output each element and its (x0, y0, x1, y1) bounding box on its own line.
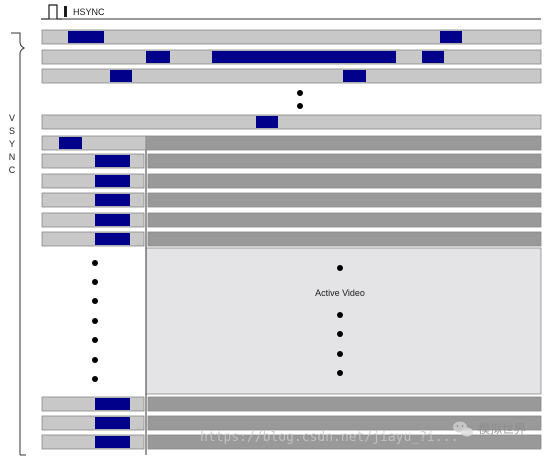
vsync-letter-n: N (9, 152, 16, 162)
first-active-line (41, 135, 542, 151)
active-segment (147, 153, 542, 169)
hsync-header: HSYNC (41, 4, 541, 20)
sync-pulse (212, 51, 396, 63)
vertical-blanking-lines (41, 29, 542, 130)
sync-pulse (110, 70, 132, 82)
ellipsis-dot (92, 279, 98, 285)
ellipsis-dot (92, 318, 98, 324)
active-video-area (145, 247, 542, 395)
active-line-group-top (41, 153, 542, 247)
ellipsis-dot (337, 351, 343, 357)
sync-pulse (68, 31, 104, 43)
hblank-segment (41, 135, 147, 151)
ellipsis-dot (297, 90, 303, 96)
vsync-bracket (11, 32, 26, 456)
sync-pulse (95, 417, 130, 429)
sync-pulse (146, 51, 170, 63)
ellipsis-dot (92, 357, 98, 363)
active-segment (147, 173, 542, 189)
sync-pulse (95, 155, 130, 167)
active-segment (147, 231, 542, 247)
ellipsis-dot (337, 312, 343, 318)
left-ellipsis (92, 260, 98, 382)
ellipsis-dot (92, 260, 98, 266)
sync-pulse (95, 436, 130, 448)
blank-line (41, 114, 542, 130)
sync-pulse (95, 398, 130, 410)
ellipsis-dot (297, 103, 303, 109)
active-video-region: Active Video (41, 135, 542, 455)
ellipsis-dot (92, 298, 98, 304)
blank-line (41, 29, 542, 45)
center-ellipsis (337, 312, 343, 376)
sync-pulse (440, 31, 462, 43)
hsync-pulse-marker (64, 6, 67, 17)
active-segment (147, 192, 542, 208)
vsync-letter-y: Y (9, 139, 15, 149)
watermark: https://blog.csdn.net/jiayu_?i... 模拟世界 (200, 421, 526, 445)
active-segment (145, 135, 542, 151)
sync-pulse (422, 51, 444, 63)
ellipsis-dot (337, 265, 343, 271)
sync-pulse (95, 175, 130, 187)
vsync-letter-c: C (9, 165, 16, 175)
sync-pulse (95, 233, 130, 245)
ellipsis-dot (92, 337, 98, 343)
active-segment (147, 434, 542, 450)
active-video-label: Active Video (315, 288, 365, 298)
vsync-letter-s: S (9, 126, 15, 136)
active-line-group-bottom (41, 396, 542, 450)
wechat-icon (453, 421, 473, 437)
active-segment (147, 396, 542, 412)
sync-pulse (343, 70, 366, 82)
vsync-bracket-top (11, 32, 26, 455)
blank-line (41, 68, 542, 84)
sync-pulse (95, 194, 130, 206)
watermark-brand: 模拟世界 (478, 422, 526, 436)
sync-pulse (59, 137, 82, 149)
vsync-label: V S Y N C (9, 113, 16, 175)
sync-pulse (95, 214, 130, 226)
ellipsis-dot (337, 370, 343, 376)
active-segment (147, 415, 542, 431)
ellipsis-dot (337, 331, 343, 337)
hsync-pulse-icon (41, 4, 62, 20)
ellipsis-dot (92, 376, 98, 382)
sync-pulse (256, 116, 278, 128)
vsync-letter-v: V (9, 113, 15, 123)
active-segment (147, 212, 542, 228)
watermark-url: https://blog.csdn.net/jiayu_?i... (200, 430, 458, 445)
hsync-label: HSYNC (73, 7, 105, 17)
